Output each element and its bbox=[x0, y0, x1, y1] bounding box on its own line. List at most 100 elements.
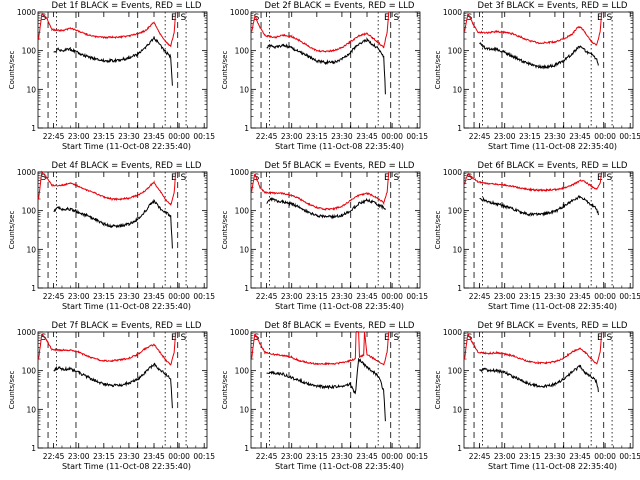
x-tick-label: 00:00 bbox=[168, 292, 190, 301]
x-axis-label: Start Time (11-Oct-08 22:35:40) bbox=[275, 302, 404, 311]
y-tick-label: 10 bbox=[239, 85, 249, 94]
chart-title: Det 4f BLACK = Events, RED = LLD bbox=[52, 161, 202, 171]
y-tick-label: 10 bbox=[452, 405, 462, 414]
x-tick-label: 23:00 bbox=[281, 132, 303, 141]
y-tick-label: 1000 bbox=[443, 8, 462, 17]
y-tick-label: 10 bbox=[452, 85, 462, 94]
x-tick-label: 23:00 bbox=[494, 132, 516, 141]
flag-label: E bbox=[597, 333, 603, 343]
x-tick-label: 23:30 bbox=[118, 132, 140, 141]
x-tick-label: 00:15 bbox=[406, 452, 428, 461]
flag-label: S bbox=[41, 13, 47, 23]
y-tick-label: 100 bbox=[235, 367, 250, 376]
x-tick-label: 23:45 bbox=[569, 132, 591, 141]
x-tick-label: 22:45 bbox=[256, 452, 278, 461]
x-axis-label: Start Time (11-Oct-08 22:35:40) bbox=[62, 462, 191, 471]
flag-label: E bbox=[597, 13, 603, 23]
flag-label: S bbox=[394, 13, 400, 23]
x-tick-label: 00:00 bbox=[594, 292, 616, 301]
lld-series-line bbox=[464, 172, 603, 192]
flag-label: S bbox=[394, 333, 400, 343]
panel-det4f: Det 4f BLACK = Events, RED = LLD 1 10 100 10… bbox=[8, 161, 215, 311]
plot-frame bbox=[37, 331, 208, 449]
lld-series-line bbox=[38, 170, 177, 206]
x-tick-label: 22:45 bbox=[256, 292, 278, 301]
x-tick-label: 23:00 bbox=[494, 292, 516, 301]
flag-label: S bbox=[607, 13, 613, 23]
y-tick-label: 100 bbox=[22, 367, 37, 376]
x-tick-label: 23:45 bbox=[356, 452, 378, 461]
panel-det3f: Det 3f BLACK = Events, RED = LLD 1 10 100 10… bbox=[434, 1, 640, 151]
panel-det2f: Det 2f BLACK = Events, RED = LLD 1 10 100 10… bbox=[221, 1, 428, 151]
y-axis-label: Counts/sec bbox=[434, 211, 442, 250]
flag-label: S bbox=[181, 333, 187, 343]
chart-title: Det 1f BLACK = Events, RED = LLD bbox=[52, 1, 202, 11]
events-series-line bbox=[266, 196, 386, 220]
flag-label: S bbox=[607, 173, 613, 183]
x-tick-label: 23:15 bbox=[93, 292, 115, 301]
x-tick-label: 23:45 bbox=[143, 292, 165, 301]
panel-det6f: Det 6f BLACK = Events, RED = LLD 1 10 100 10… bbox=[434, 161, 640, 311]
lld-series-line bbox=[464, 11, 603, 46]
y-tick-label: 100 bbox=[448, 207, 463, 216]
x-axis-label: Start Time (11-Oct-08 22:35:40) bbox=[62, 302, 191, 311]
chart-title: Det 2f BLACK = Events, RED = LLD bbox=[265, 1, 415, 11]
x-tick-label: 00:00 bbox=[168, 452, 190, 461]
x-axis-label: Start Time (11-Oct-08 22:35:40) bbox=[62, 142, 191, 151]
x-tick-label: 00:15 bbox=[406, 292, 428, 301]
x-tick-label: 23:30 bbox=[118, 452, 140, 461]
y-tick-label: 10 bbox=[452, 245, 462, 254]
y-tick-label: 10 bbox=[26, 85, 36, 94]
y-tick-label: 1 bbox=[244, 284, 249, 293]
lld-series-line bbox=[251, 172, 390, 211]
y-tick-label: 10 bbox=[26, 245, 36, 254]
x-tick-label: 22:45 bbox=[43, 132, 65, 141]
flag-label: E bbox=[384, 13, 390, 23]
x-tick-label: 00:00 bbox=[381, 452, 403, 461]
x-tick-label: 00:15 bbox=[619, 452, 640, 461]
flag-label: S bbox=[467, 333, 473, 343]
panel-det5f: Det 5f BLACK = Events, RED = LLD 1 10 100 10… bbox=[221, 161, 428, 311]
x-tick-label: 23:00 bbox=[68, 292, 90, 301]
chart-title: Det 3f BLACK = Events, RED = LLD bbox=[478, 1, 628, 11]
x-tick-label: 00:15 bbox=[193, 452, 215, 461]
x-tick-label: 23:15 bbox=[306, 132, 328, 141]
x-tick-label: 23:45 bbox=[143, 132, 165, 141]
plot-frame bbox=[463, 331, 634, 449]
events-series-line bbox=[53, 36, 173, 86]
plot-frame bbox=[37, 11, 208, 129]
flag-label: S bbox=[41, 173, 47, 183]
x-tick-label: 23:45 bbox=[356, 132, 378, 141]
x-tick-label: 00:15 bbox=[193, 132, 215, 141]
x-tick-label: 23:15 bbox=[519, 292, 541, 301]
y-axis-label: Counts/sec bbox=[8, 51, 16, 90]
y-tick-label: 1000 bbox=[17, 168, 36, 177]
y-tick-label: 1000 bbox=[443, 328, 462, 337]
x-axis-label: Start Time (11-Oct-08 22:35:40) bbox=[275, 142, 404, 151]
chart-title: Det 5f BLACK = Events, RED = LLD bbox=[265, 161, 415, 171]
lld-series-line bbox=[38, 332, 177, 366]
y-tick-label: 1 bbox=[457, 284, 462, 293]
lld-series-line bbox=[464, 332, 603, 365]
events-series-line bbox=[479, 194, 599, 217]
x-tick-label: 23:30 bbox=[118, 292, 140, 301]
x-tick-label: 22:45 bbox=[469, 452, 491, 461]
panel-det8f: Det 8f BLACK = Events, RED = LLD 1 10 100 10… bbox=[221, 321, 428, 471]
plot-frame bbox=[463, 11, 634, 129]
flag-label: S bbox=[181, 13, 187, 23]
x-tick-label: 23:15 bbox=[93, 132, 115, 141]
lld-series-line bbox=[38, 11, 177, 47]
x-axis-label: Start Time (11-Oct-08 22:35:40) bbox=[488, 302, 617, 311]
y-tick-label: 1 bbox=[31, 124, 36, 133]
y-axis-label: Counts/sec bbox=[221, 51, 229, 90]
flag-label: S bbox=[607, 333, 613, 343]
x-tick-label: 23:30 bbox=[544, 452, 566, 461]
x-tick-label: 00:00 bbox=[168, 132, 190, 141]
x-tick-label: 23:15 bbox=[93, 452, 115, 461]
y-tick-label: 100 bbox=[448, 47, 463, 56]
events-series-line bbox=[266, 357, 386, 422]
y-axis-label: Counts/sec bbox=[434, 371, 442, 410]
chart-title: Det 7f BLACK = Events, RED = LLD bbox=[52, 321, 202, 331]
x-tick-label: 23:45 bbox=[569, 292, 591, 301]
chart-title: Det 9f BLACK = Events, RED = LLD bbox=[478, 321, 628, 331]
